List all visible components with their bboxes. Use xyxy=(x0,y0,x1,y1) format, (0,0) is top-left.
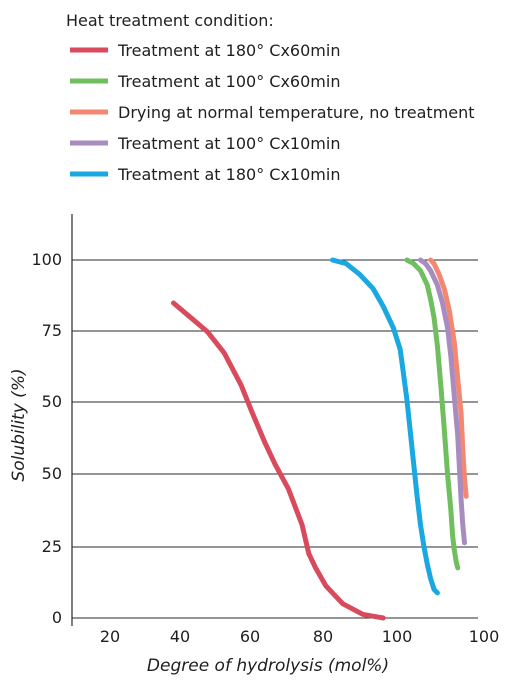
x-tick-label: 80 xyxy=(313,627,333,646)
series-line xyxy=(171,300,386,621)
x-tick-label: 100 xyxy=(469,627,500,646)
x-axis-label: Degree of hydrolysis (mol%) xyxy=(147,656,389,676)
series-line xyxy=(418,257,467,546)
series-line xyxy=(428,257,469,499)
series-line xyxy=(404,257,461,571)
x-tick-label: 20 xyxy=(100,627,120,646)
y-tick-label: 75 xyxy=(42,321,62,340)
legend: Heat treatment condition: Treatment at 1… xyxy=(66,11,475,184)
axis-labels: Degree of hydrolysis (mol%) Solubility (… xyxy=(9,368,389,676)
y-tick-label: 25 xyxy=(42,537,62,556)
tick-labels: 0 25 50 50 75 100 20 40 60 80 100 100 xyxy=(31,250,499,646)
y-tick-label: 0 xyxy=(52,608,62,627)
legend-label: Drying at normal temperature, no treatme… xyxy=(118,103,475,122)
x-tick-label: 60 xyxy=(240,627,260,646)
legend-label: Treatment at 100° Cx10min xyxy=(117,134,340,153)
y-tick-label: 50 xyxy=(42,464,62,483)
y-tick-label: 50 xyxy=(42,392,62,411)
y-axis-label: Solubility (%) xyxy=(9,368,29,481)
legend-title: Heat treatment condition: xyxy=(66,11,274,30)
x-tick-label: 100 xyxy=(382,627,413,646)
y-tick-label: 100 xyxy=(31,250,62,269)
x-tick-label: 40 xyxy=(170,627,190,646)
legend-label: Treatment at 180° Cx60min xyxy=(117,41,340,60)
legend-label: Treatment at 100° Cx60min xyxy=(117,72,340,91)
grid xyxy=(72,259,478,619)
legend-label: Treatment at 180° Cx10min xyxy=(117,165,340,184)
series-line xyxy=(330,257,440,596)
series-lines xyxy=(171,257,469,621)
